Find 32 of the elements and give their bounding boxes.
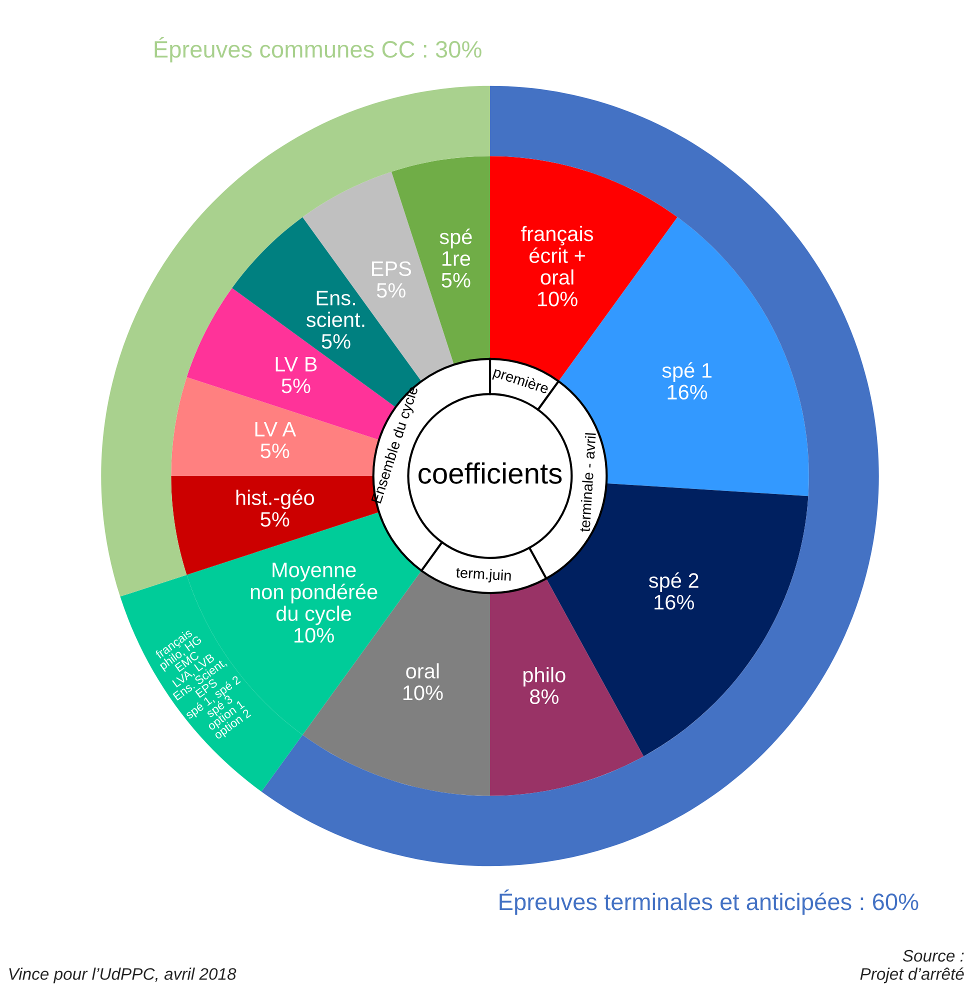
data-label: 5% — [282, 378, 310, 394]
data-label: terminale - avril — [579, 433, 596, 532]
slice-label: français écrit + oral — [521, 226, 594, 285]
slice-label: Ens. scient. — [306, 290, 364, 328]
slice-label: spé 2 — [648, 572, 698, 592]
slice-label: Moyenne non pondérée du cycle — [250, 562, 378, 626]
slice-label: oral — [406, 663, 439, 679]
data-label: 8% — [530, 689, 558, 704]
slice-label: EPS — [372, 261, 412, 276]
text: coefficients — [418, 462, 562, 484]
text: Vince pour l’UdPPC, avril 2018 — [9, 968, 236, 984]
data-label: 5% — [376, 283, 406, 298]
source-note: Source : Projet d’arrêté — [860, 950, 964, 984]
data-label: Épreuves communes CC : 30% — [154, 37, 482, 62]
slice-label: LV A — [255, 422, 296, 436]
slice-label: LV B — [276, 357, 317, 372]
data-label: 5% — [260, 512, 290, 527]
data-label: 5% — [322, 334, 350, 349]
data-label: 5% — [442, 272, 470, 288]
data-label: 10% — [294, 628, 334, 643]
data-label: 10% — [538, 292, 578, 306]
slice-label: spé 1re — [440, 228, 472, 266]
data-label: 16% — [654, 594, 694, 610]
data-label: 5% — [260, 444, 290, 458]
data-label: Épreuves terminales et anticipées : 60% — [500, 890, 918, 915]
data-label: 16% — [668, 384, 708, 400]
data-label: 10% — [403, 685, 443, 700]
data-label: première — [492, 366, 550, 397]
slice-label: hist.-géo — [236, 489, 314, 510]
slice-label: spé 1 — [662, 362, 712, 382]
data-label: term.juin — [456, 566, 512, 584]
slice-label: philo — [523, 667, 566, 686]
